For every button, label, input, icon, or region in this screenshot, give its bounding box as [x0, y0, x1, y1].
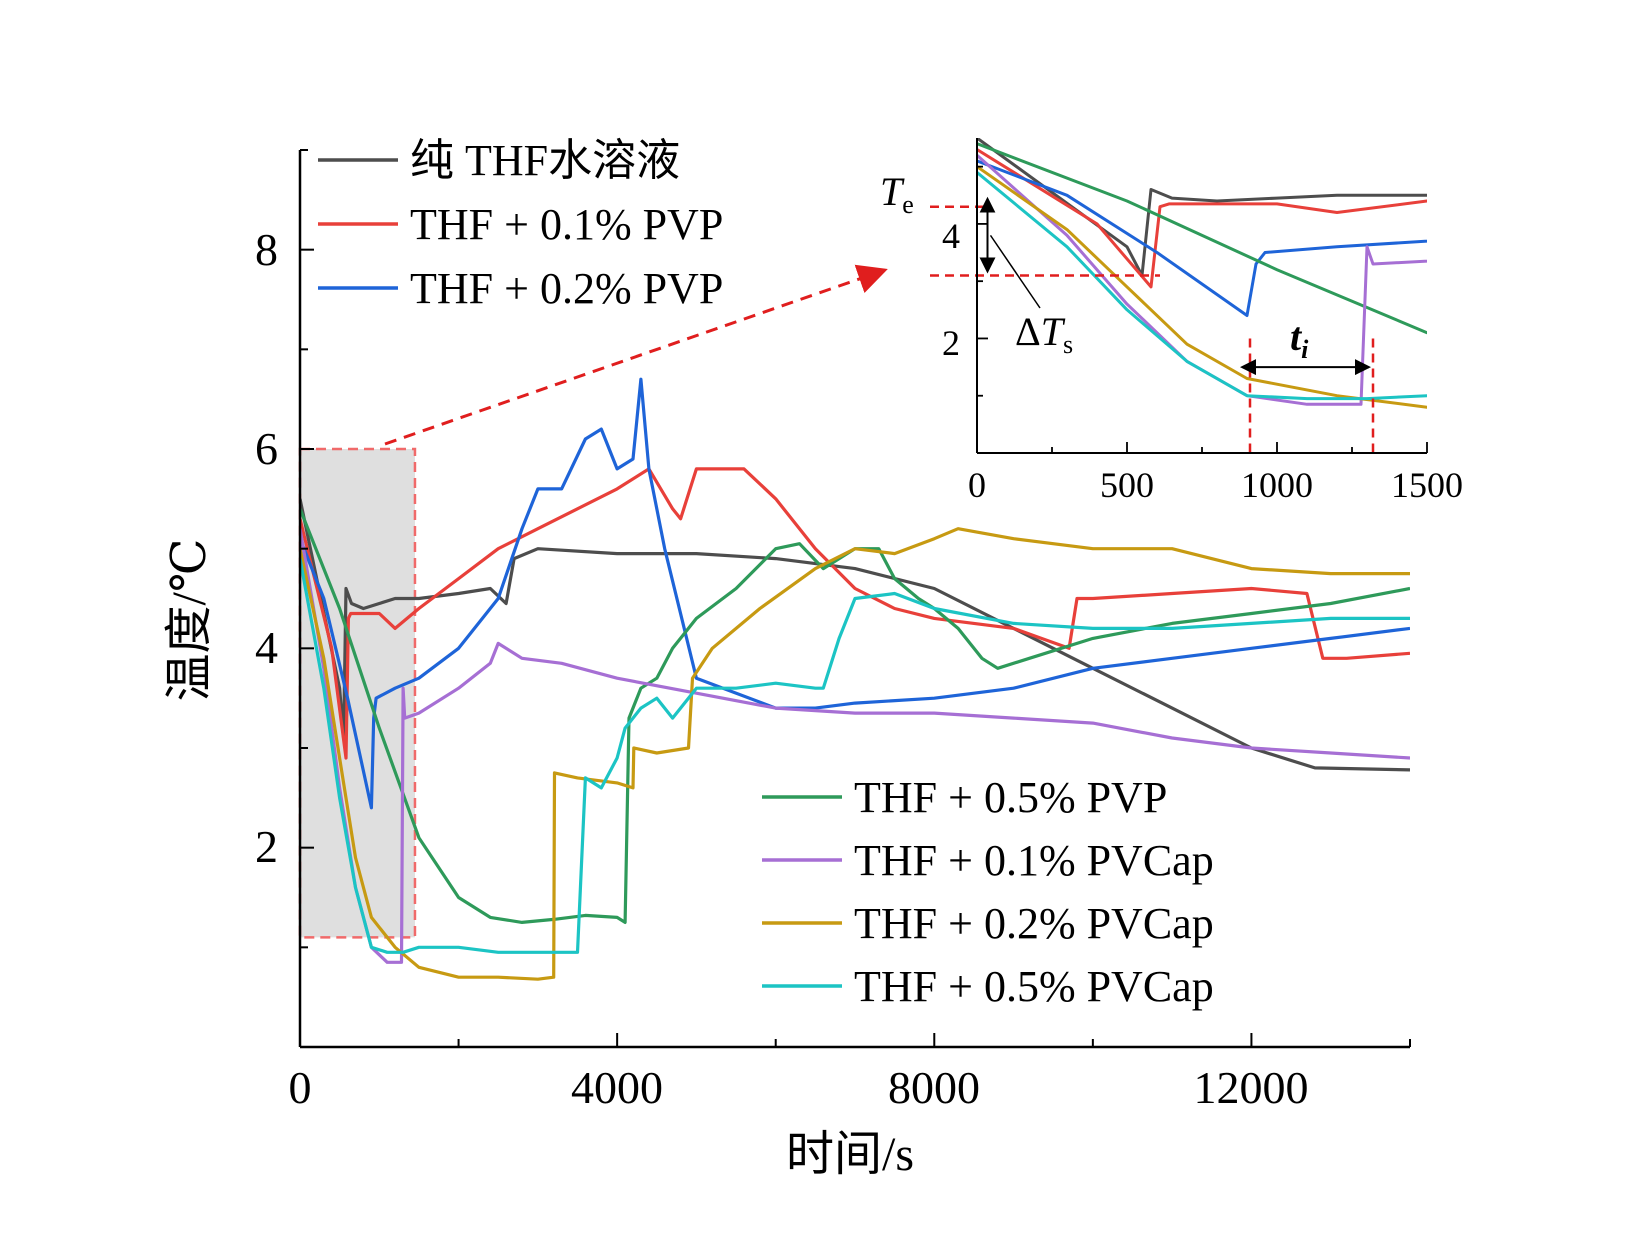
y-tick-label: 4	[255, 622, 278, 673]
legend-label: THF + 0.1% PVP	[410, 200, 723, 249]
x-tick-label: 4000	[571, 1062, 663, 1113]
legend-label: THF + 0.5% PVP	[854, 773, 1167, 822]
ti-label: ti	[1290, 314, 1309, 364]
series-line-7	[300, 558, 1410, 954]
main-axes	[298, 150, 1410, 1049]
series-line-1	[300, 498, 1410, 772]
series-line-4	[300, 508, 1410, 925]
y-tick-label: 6	[255, 423, 278, 474]
inset-plot: 0 500 1000 1500 2 4 Te ΔTs ti	[880, 138, 1463, 505]
inset-series-line-5	[977, 154, 1427, 406]
inset-series-line-4	[977, 142, 1427, 335]
zoom-highlight-region	[298, 447, 417, 939]
main-ticks	[299, 149, 1411, 1047]
te-label: Te	[880, 169, 914, 219]
inset-series-line-2	[977, 148, 1427, 289]
x-tick-label: 12000	[1194, 1062, 1309, 1113]
y-axis-title: 温度/℃	[163, 538, 216, 701]
legend-label: THF + 0.5% PVCap	[854, 962, 1214, 1011]
series-line-3	[300, 377, 1410, 810]
legend-label: THF + 0.1% PVCap	[854, 836, 1214, 885]
x-tick-label: 8000	[888, 1062, 980, 1113]
series-line-6	[300, 527, 1410, 981]
legend-top: 纯 THF水溶液 THF + 0.1% PVP THF + 0.2% PVP	[318, 136, 723, 313]
delta-ts-label: ΔTs	[1015, 309, 1073, 359]
x-tick-label: 0	[289, 1062, 312, 1113]
inset-series-line-1	[977, 138, 1427, 277]
inset-x-tick-label: 500	[1100, 465, 1154, 505]
inset-plot-series	[977, 138, 1427, 409]
legend-bottom: THF + 0.5% PVP THF + 0.1% PVCap THF + 0.2%…	[762, 773, 1214, 1011]
inset-reference-lines	[930, 196, 1375, 455]
inset-x-tick-label: 1000	[1241, 465, 1313, 505]
inset-y-tick-label: 4	[942, 216, 960, 256]
delta-ts-leader	[989, 234, 1041, 309]
legend-label: THF + 0.2% PVCap	[854, 899, 1214, 948]
inset-ticks	[976, 165, 1428, 453]
inset-series-line-7	[977, 171, 1427, 401]
x-tick-labels: 0 4000 8000 12000	[289, 1062, 1309, 1113]
inset-x-tick-label: 1500	[1391, 465, 1463, 505]
inset-series-line-3	[977, 159, 1427, 317]
y-tick-label: 2	[255, 821, 278, 872]
legend-label: THF + 0.2% PVP	[410, 264, 723, 313]
main-plot-series	[300, 377, 1410, 981]
x-axis-title: 时间/s	[786, 1128, 914, 1181]
zoom-arrow	[384, 264, 888, 446]
inset-series-line-6	[977, 165, 1427, 409]
inset-x-tick-label: 0	[968, 465, 986, 505]
legend-label: 纯 THF水溶液	[410, 136, 680, 185]
y-tick-labels: 2 4 6 8	[255, 224, 278, 872]
inset-y-tick-label: 2	[942, 323, 960, 363]
series-line-2	[300, 467, 1410, 760]
y-tick-label: 8	[255, 224, 278, 275]
